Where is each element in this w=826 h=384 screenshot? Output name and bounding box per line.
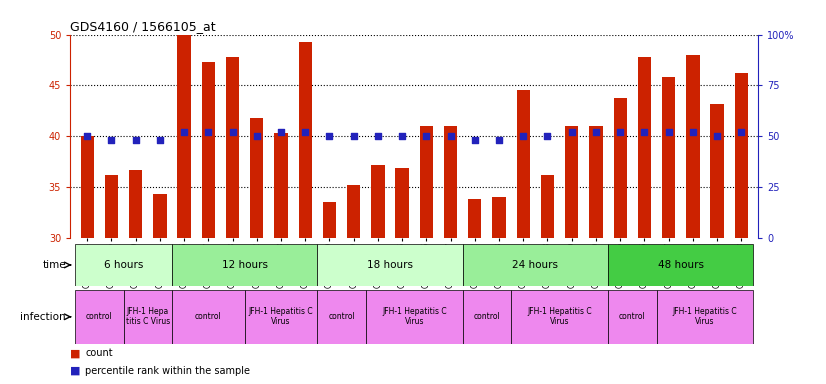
Bar	[396, 168, 409, 238]
Bar	[366, 290, 463, 344]
Point	[81, 133, 94, 139]
Bar	[317, 244, 463, 286]
Text: JFH-1 Hepatitis C
Virus: JFH-1 Hepatitis C Virus	[527, 307, 592, 326]
Point	[372, 133, 385, 139]
Point	[710, 133, 724, 139]
Text: control: control	[619, 312, 646, 321]
Bar	[420, 126, 433, 238]
Text: infection: infection	[21, 312, 66, 322]
Bar	[686, 55, 700, 238]
Point	[226, 129, 240, 135]
Text: JFH-1 Hepa
titis C Virus: JFH-1 Hepa titis C Virus	[126, 307, 170, 326]
Text: JFH-1 Hepatitis C
Virus: JFH-1 Hepatitis C Virus	[672, 307, 738, 326]
Bar	[541, 175, 554, 238]
Bar	[463, 290, 511, 344]
Bar	[638, 57, 651, 238]
Point	[396, 133, 409, 139]
Point	[202, 129, 215, 135]
Bar	[734, 73, 748, 238]
Text: ■: ■	[70, 366, 84, 376]
Bar	[172, 290, 244, 344]
Bar	[124, 290, 172, 344]
Bar	[178, 35, 191, 238]
Point	[686, 129, 700, 135]
Text: percentile rank within the sample: percentile rank within the sample	[85, 366, 250, 376]
Bar	[565, 126, 578, 238]
Text: GDS4160 / 1566105_at: GDS4160 / 1566105_at	[70, 20, 216, 33]
Point	[250, 133, 263, 139]
Bar	[244, 290, 317, 344]
Bar	[172, 244, 317, 286]
Point	[178, 129, 191, 135]
Text: 12 hours: 12 hours	[221, 260, 268, 270]
Text: ■: ■	[70, 348, 84, 358]
Point	[734, 129, 748, 135]
Bar	[511, 290, 608, 344]
Point	[492, 137, 506, 144]
Point	[299, 129, 312, 135]
Text: count: count	[85, 348, 112, 358]
Bar	[371, 165, 385, 238]
Bar	[608, 290, 657, 344]
Bar	[250, 118, 263, 238]
Point	[614, 129, 627, 135]
Bar	[347, 185, 360, 238]
Bar	[317, 290, 366, 344]
Bar	[129, 170, 142, 238]
Bar	[153, 194, 167, 238]
Point	[274, 129, 287, 135]
Bar	[298, 42, 312, 238]
Bar	[75, 244, 172, 286]
Point	[323, 133, 336, 139]
Point	[541, 133, 554, 139]
Text: JFH-1 Hepatitis C
Virus: JFH-1 Hepatitis C Virus	[249, 307, 313, 326]
Text: 48 hours: 48 hours	[657, 260, 704, 270]
Bar	[225, 57, 240, 238]
Bar	[516, 89, 530, 238]
Bar	[463, 244, 608, 286]
Bar	[657, 290, 753, 344]
Bar	[710, 104, 724, 238]
Text: JFH-1 Hepatitis C
Virus: JFH-1 Hepatitis C Virus	[382, 307, 447, 326]
Bar	[662, 77, 676, 238]
Bar	[492, 197, 506, 238]
Text: control: control	[195, 312, 221, 321]
Text: 24 hours: 24 hours	[512, 260, 558, 270]
Bar	[614, 98, 627, 238]
Point	[565, 129, 578, 135]
Bar	[608, 244, 753, 286]
Bar	[323, 202, 336, 238]
Bar	[468, 199, 482, 238]
Point	[589, 129, 602, 135]
Text: 6 hours: 6 hours	[104, 260, 143, 270]
Point	[468, 137, 482, 144]
Point	[129, 137, 142, 144]
Point	[105, 137, 118, 144]
Point	[444, 133, 457, 139]
Point	[420, 133, 433, 139]
Text: control: control	[473, 312, 501, 321]
Bar	[202, 62, 215, 238]
Text: control: control	[86, 312, 112, 321]
Point	[347, 133, 360, 139]
Bar	[75, 290, 124, 344]
Point	[638, 129, 651, 135]
Bar	[105, 175, 118, 238]
Bar	[80, 136, 94, 238]
Bar	[444, 126, 458, 238]
Bar	[589, 126, 603, 238]
Bar	[274, 133, 287, 238]
Point	[662, 129, 675, 135]
Point	[516, 133, 529, 139]
Text: time: time	[42, 260, 66, 270]
Text: 18 hours: 18 hours	[367, 260, 413, 270]
Point	[154, 137, 167, 144]
Text: control: control	[328, 312, 355, 321]
